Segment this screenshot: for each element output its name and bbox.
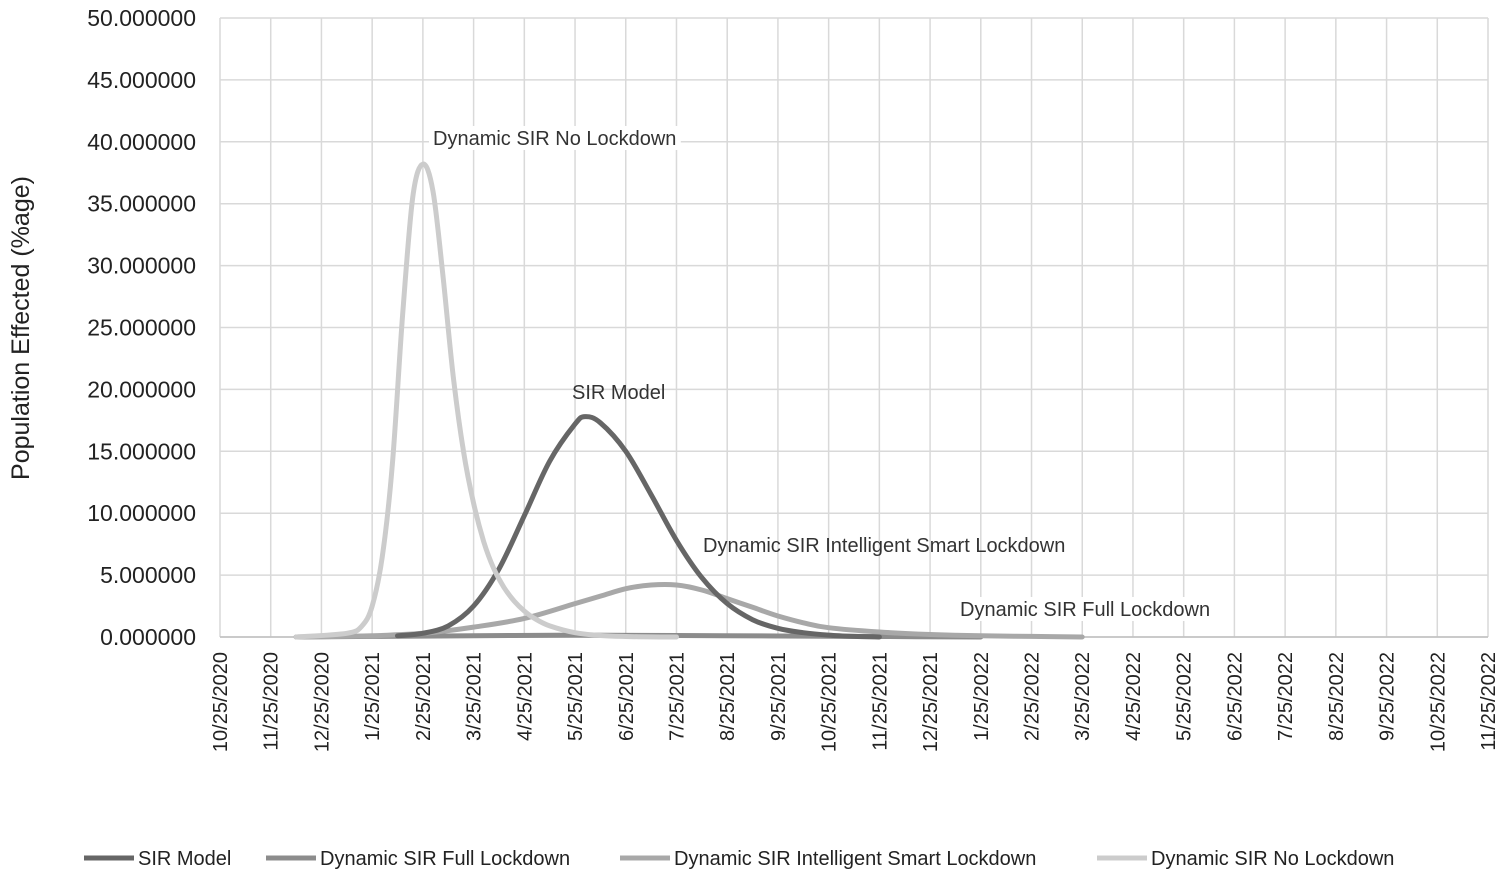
y-tick-label: 40.000000 <box>87 129 196 155</box>
y-tick-label: 0.000000 <box>100 624 196 650</box>
y-tick-label: 15.000000 <box>87 438 196 464</box>
y-axis-title: Population Effected (%age) <box>7 176 35 480</box>
legend: SIR Model Dynamic SIR Full Lockdown Dynami… <box>84 848 1394 870</box>
y-tick-label: 10.000000 <box>87 500 196 526</box>
annotation-background <box>956 597 1229 621</box>
x-tick-label: 3/25/2022 <box>1072 652 1094 741</box>
series-lines <box>293 161 1085 640</box>
x-tick-label: 10/25/2020 <box>210 652 232 752</box>
x-tick-label: 3/25/2021 <box>464 652 486 741</box>
x-tick-label: 4/25/2022 <box>1123 652 1145 741</box>
x-tick-label: 12/25/2020 <box>311 652 333 752</box>
x-tick-label: 2/25/2022 <box>1022 652 1044 741</box>
x-tick-label: 5/25/2022 <box>1174 652 1196 741</box>
x-tick-label: 1/25/2022 <box>971 652 993 741</box>
x-tick-label: 10/25/2021 <box>819 652 841 752</box>
legend-label: SIR Model <box>138 848 231 870</box>
legend-label: Dynamic SIR Full Lockdown <box>320 848 570 870</box>
y-axis: 0.000000 5.000000 10.000000 15.000000 20.000… <box>87 5 196 650</box>
x-tick-label: 9/25/2022 <box>1377 652 1399 741</box>
x-tick-label: 10/25/2022 <box>1427 652 1449 752</box>
annotation-label: Dynamic SIR Intelligent Smart Lockdown <box>703 535 1065 557</box>
x-tick-label: 5/25/2021 <box>565 652 587 741</box>
y-tick-label: 25.000000 <box>87 315 196 341</box>
y-tick-label: 20.000000 <box>87 376 196 402</box>
x-tick-label: 1/25/2021 <box>362 652 384 741</box>
x-tick-label: 11/25/2020 <box>261 652 283 751</box>
x-tick-label: 8/25/2021 <box>717 652 739 741</box>
series-line-dynamic-sir-intelligent-smart-lockdown <box>293 581 1085 640</box>
y-tick-label: 45.000000 <box>87 67 196 93</box>
series-line-dynamic-sir-no-lockdown <box>293 161 679 640</box>
x-tick-label: 12/25/2021 <box>920 652 942 752</box>
legend-label: Dynamic SIR Intelligent Smart Lockdown <box>674 848 1036 870</box>
x-tick-label: 4/25/2021 <box>514 652 536 741</box>
annotation-label: Dynamic SIR Full Lockdown <box>960 599 1210 621</box>
y-tick-label: 5.000000 <box>100 562 196 588</box>
x-tick-label: 2/25/2021 <box>413 652 435 741</box>
legend-label: Dynamic SIR No Lockdown <box>1151 848 1394 870</box>
x-tick-label: 11/25/2022 <box>1478 652 1500 751</box>
x-tick-label: 9/25/2021 <box>768 652 790 741</box>
y-tick-label: 50.000000 <box>87 5 196 31</box>
y-tick-label: 30.000000 <box>87 253 196 279</box>
gridlines <box>219 17 1489 638</box>
x-tick-label: 6/25/2021 <box>616 652 638 741</box>
x-tick-label: 8/25/2022 <box>1326 652 1348 741</box>
x-axis: 10/25/2020 11/25/2020 12/25/2020 1/25/2021 2… <box>210 652 1500 752</box>
x-tick-label: 11/25/2021 <box>869 652 891 751</box>
annotations: Dynamic SIR No Lockdown SIR Model Dynamic … <box>429 126 1229 621</box>
x-tick-label: 6/25/2022 <box>1224 652 1246 741</box>
annotation-label: Dynamic SIR No Lockdown <box>433 128 676 150</box>
y-tick-label: 35.000000 <box>87 191 196 217</box>
x-tick-label: 7/25/2022 <box>1275 652 1297 741</box>
annotation-label: SIR Model <box>572 382 665 404</box>
x-tick-label: 7/25/2021 <box>666 652 688 741</box>
annotation-background <box>429 126 681 150</box>
series-line-sir-model <box>395 414 882 640</box>
